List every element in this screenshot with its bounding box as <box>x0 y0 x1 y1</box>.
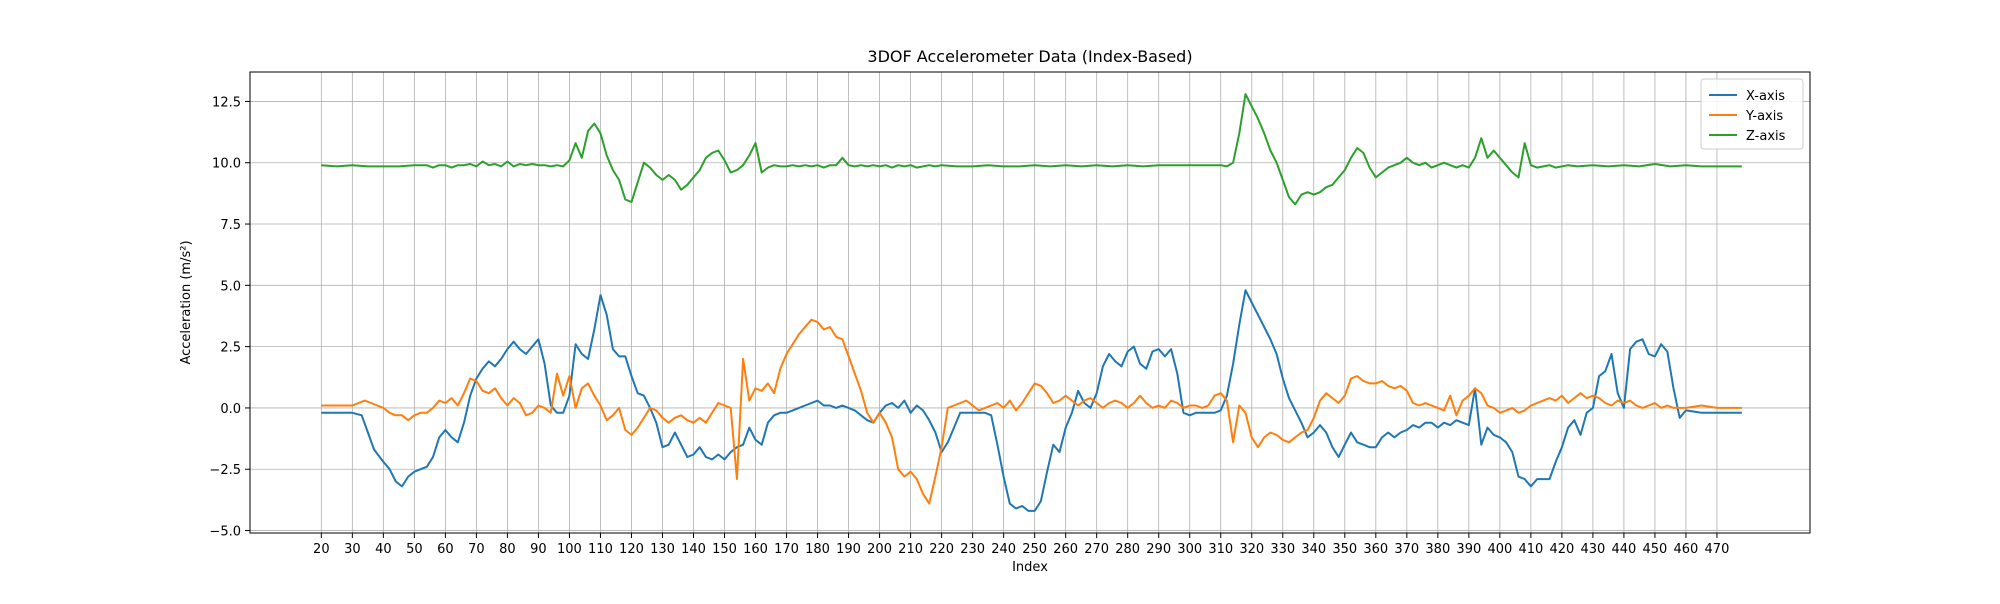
x-tick-label: 150 <box>712 542 737 557</box>
x-tick-label: 60 <box>437 542 454 557</box>
grid-lines <box>250 72 1810 533</box>
x-tick-label: 440 <box>1612 542 1637 557</box>
x-tick-label: 130 <box>650 542 675 557</box>
legend-label: Y-axis <box>1745 109 1783 124</box>
x-tick-label: 320 <box>1239 542 1264 557</box>
x-tick-label: 430 <box>1580 542 1605 557</box>
x-tick-label: 240 <box>991 542 1016 557</box>
x-tick-label: 180 <box>805 542 830 557</box>
x-tick-label: 40 <box>375 542 392 557</box>
series-line-x-axis <box>321 289 1742 512</box>
chart-title: 3DOF Accelerometer Data (Index-Based) <box>867 47 1192 66</box>
x-tick-label: 190 <box>836 542 861 557</box>
x-tick-label: 370 <box>1394 542 1419 557</box>
legend-box <box>1700 78 1804 150</box>
y-axis-ticks: −5.0 −2.5 0.0 2.5 5.0 7.5 10.0 12.5 <box>209 95 250 540</box>
x-tick-label: 340 <box>1301 542 1326 557</box>
x-tick-label: 390 <box>1456 542 1481 557</box>
x-tick-label: 460 <box>1674 542 1699 557</box>
x-tick-label: 140 <box>681 542 706 557</box>
y-tick-label: 2.5 <box>220 341 241 356</box>
x-tick-label: 30 <box>344 542 361 557</box>
x-tick-label: 80 <box>499 542 516 557</box>
x-tick-label: 210 <box>898 542 923 557</box>
legend: X-axis Y-axis Z-axis <box>1700 78 1804 150</box>
plot-area <box>250 72 1810 533</box>
x-tick-label: 350 <box>1332 542 1357 557</box>
x-tick-label: 260 <box>1053 542 1078 557</box>
y-tick-label: 0.0 <box>220 402 241 417</box>
y-axis-label: Acceleration (m/s²) <box>179 240 194 364</box>
x-tick-label: 290 <box>1146 542 1171 557</box>
x-tick-label: 70 <box>468 542 485 557</box>
x-tick-label: 450 <box>1643 542 1668 557</box>
y-tick-label: −5.0 <box>209 525 241 540</box>
x-tick-label: 270 <box>1084 542 1109 557</box>
x-tick-label: 220 <box>929 542 954 557</box>
legend-label: Z-axis <box>1746 129 1786 144</box>
x-tick-label: 420 <box>1549 542 1574 557</box>
y-tick-label: 5.0 <box>220 279 241 294</box>
x-tick-label: 90 <box>530 542 547 557</box>
x-tick-label: 170 <box>774 542 799 557</box>
x-tick-label: 300 <box>1177 542 1202 557</box>
y-tick-label: 12.5 <box>212 95 241 110</box>
x-tick-label: 50 <box>406 542 423 557</box>
series-line-z-axis <box>321 93 1742 206</box>
x-tick-label: 100 <box>557 542 582 557</box>
x-tick-label: 160 <box>743 542 768 557</box>
y-tick-label: 10.0 <box>212 157 241 172</box>
x-tick-label: 360 <box>1363 542 1388 557</box>
y-tick-label: −2.5 <box>209 463 241 478</box>
x-tick-label: 280 <box>1115 542 1140 557</box>
x-tick-label: 330 <box>1270 542 1295 557</box>
x-tick-label: 410 <box>1518 542 1543 557</box>
x-tick-label: 230 <box>960 542 985 557</box>
y-tick-label: 7.5 <box>220 218 241 233</box>
x-tick-label: 20 <box>313 542 330 557</box>
x-tick-label: 310 <box>1208 542 1233 557</box>
x-axis-ticks: 20 30 40 50 60 70 80 90 100 110 120 130 140 150 160 170… <box>313 533 1729 557</box>
x-tick-label: 470 <box>1705 542 1730 557</box>
series-lines <box>321 93 1742 512</box>
plot-frame <box>249 71 1811 534</box>
legend-label: X-axis <box>1746 89 1785 104</box>
x-tick-label: 110 <box>588 542 613 557</box>
x-tick-label: 250 <box>1022 542 1047 557</box>
x-tick-label: 400 <box>1487 542 1512 557</box>
x-tick-label: 120 <box>619 542 644 557</box>
x-tick-label: 380 <box>1425 542 1450 557</box>
series-line-y-axis <box>321 318 1742 505</box>
x-axis-label: Index <box>1012 560 1048 575</box>
x-tick-label: 200 <box>867 542 892 557</box>
